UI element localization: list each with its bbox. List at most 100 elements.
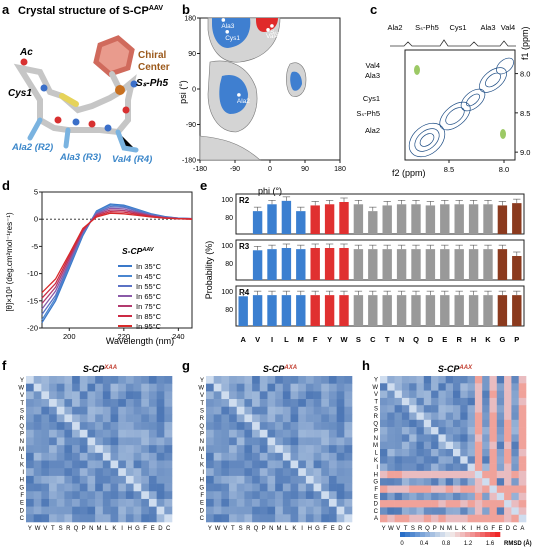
heatmap-cell <box>298 506 307 515</box>
heatmap-cell <box>489 405 498 413</box>
heatmap-cell <box>72 514 81 523</box>
heatmap-cell <box>110 437 119 446</box>
heatmap-col-label: D <box>338 526 343 532</box>
heatmap-cell <box>95 506 104 515</box>
heatmap-cell <box>125 437 134 446</box>
bar <box>252 250 263 280</box>
heatmap-cell <box>504 376 512 384</box>
heatmap-cell <box>64 491 73 500</box>
heatmap-cell <box>87 429 96 438</box>
heatmap-cell <box>275 391 284 400</box>
heatmap-cell <box>259 437 268 446</box>
heatmap-cell <box>482 507 490 515</box>
heatmap-cell <box>229 460 238 469</box>
heatmap-cell <box>313 437 322 446</box>
heatmap-cell <box>229 514 238 523</box>
heatmap-cell <box>460 485 468 494</box>
heatmap-cell <box>511 500 519 508</box>
nmr-contours <box>408 57 514 158</box>
heatmap-row-label: N <box>20 439 24 445</box>
cd-legend-title: S-CPAAV <box>122 246 155 256</box>
heatmap-cell <box>148 422 157 431</box>
heatmap-cell <box>305 491 314 500</box>
heatmap-cell <box>41 460 50 469</box>
heatmap-cell <box>64 422 73 431</box>
bar-category-label: G <box>499 335 505 344</box>
heatmap-cell <box>387 463 395 472</box>
heatmap-cell <box>33 445 42 454</box>
heatmap-cell <box>504 456 512 464</box>
heatmap-cell <box>511 478 519 486</box>
bar-row-frame <box>235 285 525 327</box>
heatmap-cell <box>328 399 337 408</box>
heatmap-cell <box>511 449 519 457</box>
bar-category-label: H <box>471 335 476 344</box>
heatmap-cell <box>229 483 238 492</box>
heatmap-cell <box>489 383 498 391</box>
bar <box>310 205 320 234</box>
panel-letter-d: d <box>2 178 10 193</box>
heatmap-cell <box>125 376 134 384</box>
heatmap-cell <box>453 500 461 508</box>
heatmap-cell <box>409 419 417 428</box>
heatmap-cell <box>244 383 253 392</box>
nmr-xlabel: f2 (ppm) <box>392 168 426 178</box>
heatmap-row-label: M <box>373 443 378 449</box>
y-tick-label: 180 <box>184 16 196 23</box>
heatmap-cell <box>344 514 353 523</box>
heatmap-cell <box>438 492 446 501</box>
heatmap-cell <box>41 399 50 408</box>
heatmap-cell <box>125 491 134 500</box>
heatmap-cell <box>221 399 230 408</box>
heatmap-cell <box>394 478 403 486</box>
heatmap-cell <box>141 437 150 446</box>
heatmap-cell <box>87 406 96 415</box>
heatmap-cell <box>336 376 345 384</box>
heatmap-cell <box>504 441 512 450</box>
heatmap-row-label: C <box>374 509 379 515</box>
heatmap-cell <box>282 376 291 384</box>
heatmap-cell <box>409 383 417 391</box>
heatmap-cell <box>387 376 395 384</box>
heatmap-cell <box>328 422 337 431</box>
heatmap-cell <box>496 507 505 515</box>
heatmap-cell <box>518 449 527 457</box>
heatmap-cell <box>236 460 245 469</box>
bottom-region <box>199 135 261 161</box>
heatmap-cell <box>259 399 268 408</box>
heatmap-cell <box>401 376 410 384</box>
heatmap-cell <box>41 475 50 484</box>
heatmap-row-label: L <box>201 455 205 461</box>
bar <box>368 249 378 280</box>
heatmap-cell <box>236 399 245 408</box>
heatmap-row-label: D <box>374 502 379 508</box>
nmr-top-label: Ala2 <box>387 23 402 32</box>
heatmap-cell <box>321 391 330 400</box>
heatmap-cell <box>267 391 276 400</box>
heatmap-cell <box>64 483 73 492</box>
heatmap-cell <box>489 449 498 457</box>
heatmap-cell <box>489 376 498 384</box>
heatmap-cell <box>496 470 505 479</box>
heatmap-cell <box>141 483 150 492</box>
heatmap-cell <box>380 419 388 428</box>
heatmap-cell <box>64 429 73 438</box>
heatmap-cell <box>431 463 439 472</box>
rmsd-colorbar: 0 0.4 0.8 1.2 1.6 RMSD (Å) <box>400 532 532 547</box>
heatmap-col-label: T <box>231 526 235 532</box>
molecule-drawing <box>13 35 139 153</box>
heatmap-cell <box>431 412 439 421</box>
heatmap-cell <box>110 468 119 477</box>
heatmap-row-label: L <box>375 450 379 456</box>
bar-y-tick-label: 80 <box>225 307 233 314</box>
heatmap-cell <box>453 390 461 399</box>
heatmap-cell <box>118 376 127 384</box>
heatmap-cell <box>460 456 468 464</box>
heatmap-cell <box>438 463 446 472</box>
heatmap-cell <box>511 427 519 435</box>
nmr-top-label: Ala3 <box>480 23 495 32</box>
bar-y-tick-label: 100 <box>221 197 233 204</box>
heatmap-cell <box>26 383 34 392</box>
